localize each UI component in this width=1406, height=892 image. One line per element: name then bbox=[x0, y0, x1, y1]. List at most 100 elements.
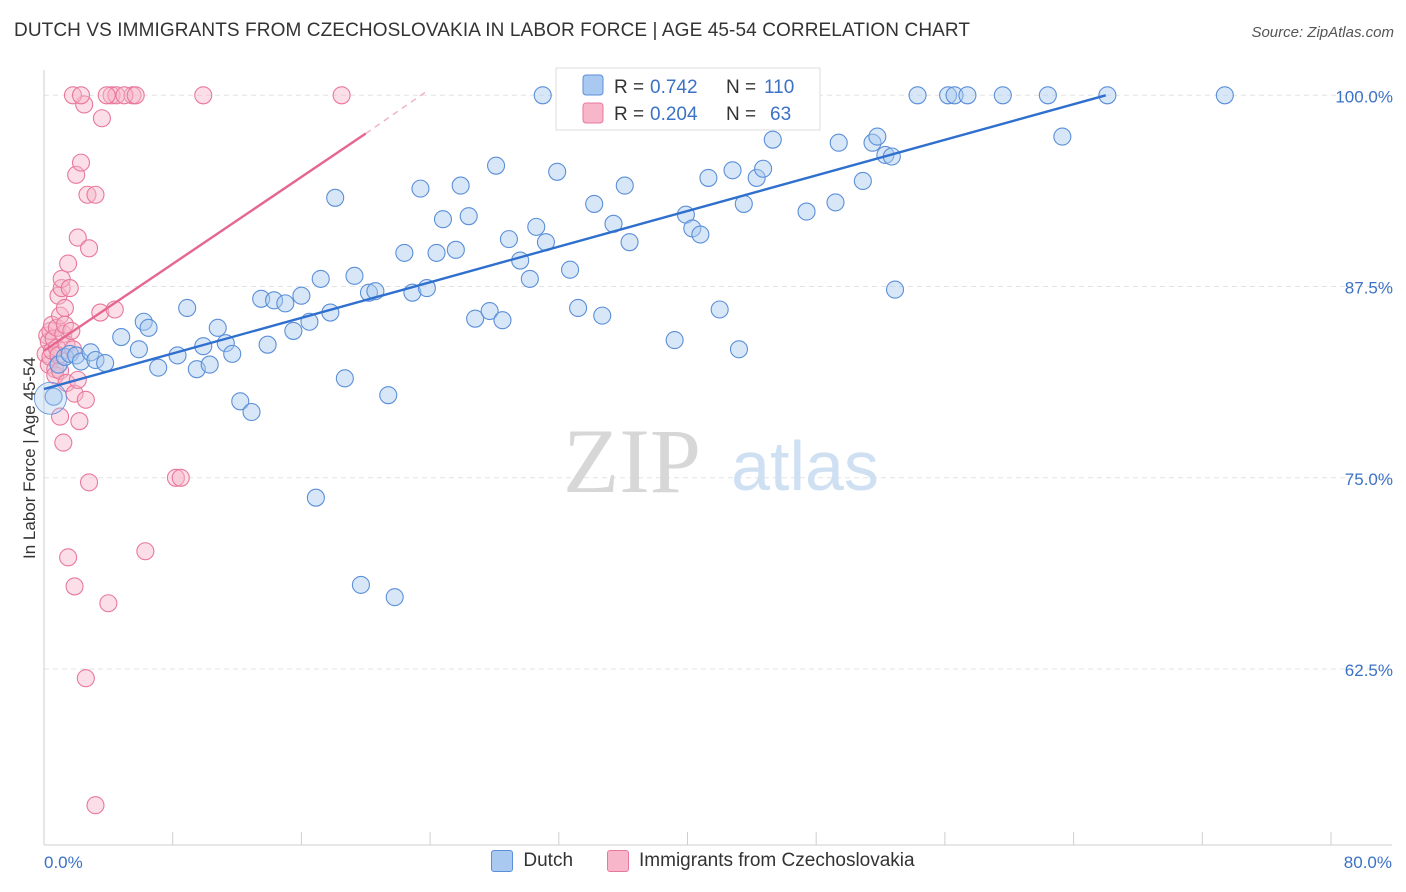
dutch-point bbox=[433, 210, 453, 229]
dutch-point bbox=[129, 340, 148, 359]
czech-point bbox=[60, 279, 79, 298]
dutch-point bbox=[747, 168, 766, 187]
dutch-point bbox=[34, 381, 67, 415]
dutch-point bbox=[561, 260, 580, 279]
czech-point bbox=[102, 86, 121, 105]
czech-point bbox=[55, 298, 74, 318]
dutch-point bbox=[326, 188, 345, 207]
czech-point bbox=[59, 548, 78, 567]
dutch-point bbox=[200, 355, 219, 374]
czech-point bbox=[68, 228, 87, 247]
czech-trendline-extension bbox=[365, 91, 426, 135]
dutch-point bbox=[480, 301, 499, 321]
dutch-point bbox=[585, 194, 604, 213]
dutch-point bbox=[829, 133, 848, 152]
dutch-point bbox=[385, 588, 404, 607]
czech-point bbox=[92, 109, 111, 128]
dutch-point bbox=[67, 346, 86, 365]
czech-point bbox=[194, 86, 213, 105]
dutch-point bbox=[499, 230, 518, 249]
chart-source: Source: ZipAtlas.com bbox=[1251, 24, 1394, 41]
dutch-point bbox=[797, 202, 816, 221]
legend-n-label: N = bbox=[726, 77, 756, 98]
dutch-point bbox=[96, 353, 115, 373]
stats-legend: R = 0.742 N = 110 R = 0.204 N = 63 bbox=[555, 67, 821, 131]
czech-point bbox=[76, 669, 95, 688]
czech-point bbox=[136, 542, 155, 561]
dutch-point bbox=[427, 243, 446, 262]
czech-point bbox=[79, 473, 99, 492]
czech-point bbox=[51, 407, 70, 426]
dutch-point bbox=[134, 312, 153, 331]
x-ticks bbox=[43, 832, 1332, 845]
legend-r-value-czech: 0.204 bbox=[650, 104, 698, 125]
dutch-point bbox=[223, 344, 242, 363]
dutch-point bbox=[533, 86, 552, 105]
x-tick-label-max: 80.0% bbox=[1343, 853, 1392, 872]
dutch-point bbox=[863, 133, 882, 152]
y-tick-label: 62.5% bbox=[1345, 661, 1393, 680]
dutch-point bbox=[306, 488, 325, 507]
dutch-point bbox=[710, 300, 729, 319]
legend-item-czech[interactable]: Immigrants from Czechoslovakia bbox=[607, 850, 915, 872]
dutch-point bbox=[487, 156, 506, 175]
czech-point bbox=[71, 86, 91, 105]
legend-swatch-dutch bbox=[491, 850, 514, 872]
dutch-point bbox=[665, 331, 684, 350]
dutch-point bbox=[527, 217, 546, 236]
czech-point bbox=[332, 86, 351, 105]
dutch-point bbox=[231, 392, 250, 411]
legend-label-czech: Immigrants from Czechoslovakia bbox=[639, 850, 915, 871]
czech-point bbox=[79, 239, 99, 258]
legend-item-dutch[interactable]: Dutch bbox=[491, 850, 573, 872]
dutch-point bbox=[1098, 86, 1117, 105]
dutch-point bbox=[149, 358, 168, 377]
dutch-point bbox=[242, 402, 261, 422]
czech-point bbox=[70, 412, 89, 431]
dutch-point bbox=[885, 280, 905, 299]
dutch-point bbox=[763, 130, 782, 149]
czech-point bbox=[86, 796, 105, 815]
dutch-point bbox=[908, 86, 927, 105]
dutch-point bbox=[945, 86, 964, 105]
watermark-atlas: atlas bbox=[731, 427, 879, 505]
dutch-point bbox=[351, 575, 370, 594]
legend-n-label: N = bbox=[726, 104, 756, 125]
series-legend: Dutch Immigrants from Czechoslovakia bbox=[0, 850, 1406, 872]
dutch-point bbox=[112, 327, 131, 347]
dutch-point bbox=[493, 311, 512, 330]
dutch-point bbox=[71, 352, 91, 371]
watermark-zip: ZIP bbox=[563, 410, 701, 512]
legend-n-value-dutch: 110 bbox=[764, 77, 794, 98]
czech-point bbox=[171, 468, 190, 487]
y-tick-label: 100.0% bbox=[1335, 87, 1393, 106]
czech-points bbox=[36, 86, 351, 815]
dutch-point bbox=[49, 355, 68, 374]
y-axis-label: In Labor Force | Age 45-54 bbox=[20, 357, 39, 559]
legend-r-label: R = bbox=[614, 77, 644, 98]
czech-point bbox=[86, 185, 105, 204]
dutch-point bbox=[265, 291, 284, 310]
chart-title: DUTCH VS IMMIGRANTS FROM CZECHOSLOVAKIA … bbox=[14, 20, 971, 41]
dutch-point bbox=[311, 269, 330, 288]
dutch-point bbox=[335, 369, 354, 388]
dutch-point bbox=[620, 233, 639, 252]
czech-point bbox=[59, 254, 78, 273]
y-tick-labels: 62.5% 75.0% 87.5% 100.0% bbox=[1335, 87, 1393, 680]
legend-label-dutch: Dutch bbox=[523, 850, 574, 871]
dutch-point bbox=[1215, 86, 1234, 105]
dutch-point bbox=[395, 243, 414, 262]
czech-point bbox=[39, 355, 58, 374]
dutch-point bbox=[853, 171, 872, 191]
dutch-point bbox=[451, 176, 470, 195]
legend-swatch-dutch bbox=[582, 74, 604, 96]
legend-r-label: R = bbox=[614, 104, 644, 125]
dutch-point bbox=[569, 298, 588, 318]
dutch-point bbox=[615, 176, 634, 195]
dutch-point bbox=[459, 207, 478, 226]
gridlines bbox=[44, 94, 1392, 670]
dutch-point bbox=[208, 318, 227, 337]
x-tick-label-min: 0.0% bbox=[44, 853, 83, 872]
dutch-point bbox=[754, 159, 773, 178]
